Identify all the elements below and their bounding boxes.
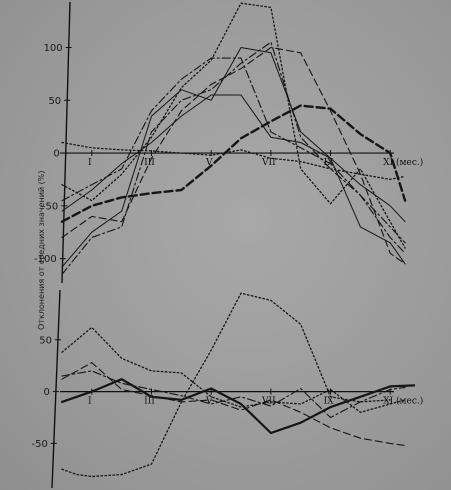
x-tick-label: XI (383, 158, 393, 168)
x-tick-label: VII (261, 397, 276, 407)
series-line-7 (61, 57, 406, 244)
series-line-4 (61, 94, 406, 223)
series-line-4 (61, 362, 406, 447)
x-tick-label: XI (383, 397, 393, 407)
x-tick-label: V (205, 158, 213, 168)
y-tick-label: 100 (44, 43, 63, 54)
y-tick-label: 0 (44, 387, 50, 398)
y-tick-label: -50 (42, 201, 58, 212)
x-unit-label: (мес.) (396, 396, 423, 407)
y-tick-label: 50 (39, 335, 52, 346)
x-tick-label: I (88, 158, 92, 168)
series-line-5 (61, 370, 406, 419)
y-axis-label: Отклонения от средних значений (%) (37, 170, 46, 330)
series-line-8 (61, 141, 406, 181)
x-tick-label: III (144, 397, 155, 407)
x-tick-label: IX (324, 397, 335, 407)
series-line-1 (60, 104, 407, 223)
x-tick-label: I (88, 397, 92, 407)
series-line-6 (61, 46, 406, 265)
series-line-2 (61, 292, 391, 478)
x-tick-label: VII (261, 158, 276, 168)
y-tick-label: 0 (53, 149, 59, 160)
x-unit-label: (мес.) (396, 157, 423, 168)
series-line-5 (61, 41, 406, 275)
y-tick-label: 50 (48, 96, 61, 107)
y-axis (51, 289, 61, 489)
series-line-2 (61, 2, 406, 249)
x-tick-label: V (205, 397, 213, 407)
series-line-3 (61, 326, 406, 413)
y-tick-label: -100 (34, 254, 57, 265)
series-line-3 (61, 47, 406, 268)
series-line-1 (60, 378, 416, 435)
y-tick-label: -50 (32, 439, 48, 450)
